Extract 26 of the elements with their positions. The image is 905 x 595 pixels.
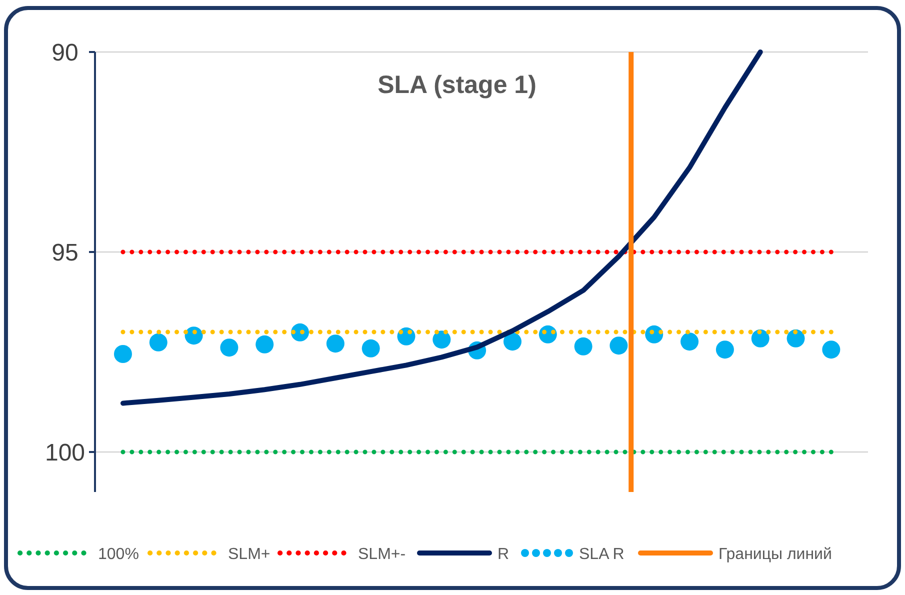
legend-label: SLA R [579, 546, 624, 563]
legend-label: SLM+ [228, 546, 270, 563]
y-tick-label: 90 [52, 39, 78, 66]
point [822, 340, 840, 359]
point [716, 340, 734, 359]
y-tick-label: 95 [52, 239, 78, 266]
point [184, 326, 203, 345]
point [114, 345, 132, 363]
point [256, 335, 274, 354]
legend-label: 100% [98, 546, 139, 563]
text: SLA (stage 1) [378, 71, 536, 99]
point [503, 332, 522, 351]
point [149, 333, 168, 352]
text: Границы линий [718, 546, 832, 563]
legend-label: R [498, 546, 510, 563]
point [610, 336, 628, 355]
point [786, 329, 805, 348]
legend-label: SLM+- [358, 546, 406, 563]
y-tick-label: 100 [44, 439, 86, 466]
point [680, 332, 699, 351]
point [574, 337, 592, 356]
point [751, 329, 770, 348]
point [432, 330, 451, 349]
point [362, 339, 380, 358]
point [220, 338, 238, 357]
point [326, 334, 344, 353]
